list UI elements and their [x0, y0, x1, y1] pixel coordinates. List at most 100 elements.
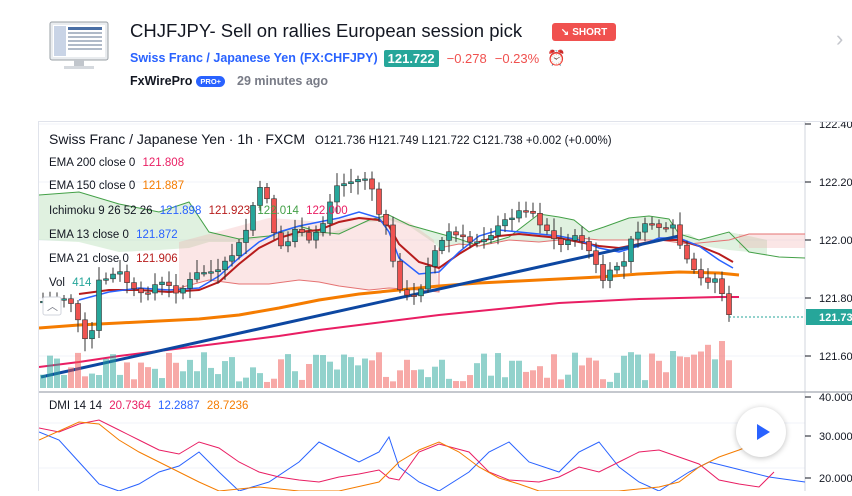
- volume-bar: [628, 352, 634, 388]
- dmi-label: DMI 14 14: [49, 400, 103, 412]
- volume-bar: [187, 359, 193, 388]
- candle-body: [481, 239, 487, 243]
- volume-bar: [467, 375, 473, 388]
- idea-header: CHJFJPY- Sell on rallies European sessio…: [0, 0, 852, 108]
- volume-bar: [47, 355, 53, 388]
- volume-bar: [313, 354, 319, 388]
- volume-bar: [355, 365, 361, 388]
- chart-header-legend: Swiss Franc / Japanese Yen · 1h · FXCM O…: [49, 131, 612, 147]
- volume-bar: [530, 370, 536, 388]
- volume-bar: [397, 370, 403, 388]
- adx-line: [38, 421, 775, 492]
- ichimoku-value: 121.898: [159, 205, 202, 217]
- volume-bar: [460, 381, 466, 388]
- chevron-right-icon[interactable]: ›: [836, 26, 844, 51]
- volume-bar: [264, 381, 270, 388]
- chevron-up-icon: ︿: [47, 301, 58, 313]
- candle-body: [600, 264, 606, 281]
- volume-bar: [698, 351, 704, 388]
- chart-canvas[interactable]: 122.40 122.20 122.00 121.80 121.60 121.7…: [38, 119, 852, 492]
- candle-body: [236, 242, 242, 256]
- candle-body: [61, 298, 67, 301]
- dmi-axis-label: 30.000: [819, 431, 852, 443]
- volume-bar: [600, 379, 606, 388]
- candle-body: [264, 187, 270, 200]
- volume-bar: [229, 357, 235, 388]
- candle-body: [551, 230, 557, 240]
- instrument-name-link[interactable]: Swiss Franc / Japanese Yen: [130, 51, 296, 65]
- candle-body: [719, 278, 725, 294]
- author-link[interactable]: FxWirePro: [130, 74, 193, 88]
- candle-body: [670, 224, 676, 229]
- volume-bar: [376, 352, 382, 388]
- candle-body: [607, 269, 613, 281]
- candle-body: [110, 273, 116, 280]
- candle-body: [397, 260, 403, 291]
- candle-body: [621, 261, 627, 267]
- symbol-line: Swiss Franc / Japanese Yen (FX:CHFJPY) 1…: [130, 49, 566, 67]
- volume-bar: [236, 381, 242, 388]
- candle-body: [684, 244, 690, 260]
- volume-bar: [243, 377, 249, 388]
- candle-body: [642, 223, 648, 233]
- volume-bar: [453, 381, 459, 388]
- volume-bar: [551, 354, 557, 388]
- ohlc-values: O121.736 H121.749 L121.722 C121.738 +0.0…: [314, 135, 612, 147]
- volume-bar: [565, 374, 571, 388]
- author-line: FxWirePro PRO+ 29 minutes ago: [130, 74, 328, 88]
- candle-body: [96, 279, 102, 331]
- candle-body: [432, 250, 438, 267]
- volume-bar: [502, 377, 508, 388]
- chart-area[interactable]: 122.40 122.20 122.00 121.80 121.60 121.7…: [38, 119, 852, 492]
- price-change-percent: −0.23%: [494, 50, 540, 66]
- candle-body: [208, 271, 214, 274]
- volume-bar: [572, 352, 578, 388]
- volume-bar: [488, 375, 494, 388]
- candle-body: [495, 225, 501, 236]
- candle-body: [509, 217, 515, 220]
- ema-13-label: EMA 13 close 0: [49, 229, 129, 241]
- idea-title: CHJFJPY- Sell on rallies European sessio…: [130, 20, 523, 41]
- symbol-link[interactable]: (FX:CHFJPY): [299, 51, 378, 65]
- candle-body: [460, 234, 466, 238]
- volume-bar: [614, 372, 620, 388]
- candle-body: [628, 238, 634, 262]
- dmi-axis: 40.000 30.000 20.000: [805, 392, 852, 485]
- candle-body: [467, 236, 473, 243]
- candle-body: [523, 210, 529, 213]
- candle-body: [313, 232, 319, 241]
- dmi-plus-line: [38, 431, 806, 492]
- ema-21-label: EMA 21 close 0: [49, 253, 129, 265]
- dmi-value: 12.2887: [158, 400, 200, 412]
- volume-bar: [362, 358, 368, 388]
- volume-bar: [285, 354, 291, 388]
- ema-200-legend: EMA 200 close 0 121.808: [49, 157, 184, 169]
- volume-bar: [327, 361, 333, 388]
- candle-body: [614, 265, 620, 271]
- play-button[interactable]: [736, 407, 786, 457]
- candle-body: [663, 227, 669, 230]
- dmi-axis-label: 20.000: [819, 473, 852, 485]
- volume-bar: [271, 378, 277, 388]
- ema-150-value: 121.887: [142, 180, 185, 192]
- volume-bar: [131, 379, 137, 388]
- volume-bar: [509, 360, 515, 388]
- trend-line[interactable]: [40, 234, 680, 379]
- alarm-clock-icon[interactable]: ⏰: [547, 50, 566, 67]
- candle-body: [89, 330, 95, 340]
- volume-bar: [334, 369, 340, 388]
- dmi-value: 28.7236: [206, 400, 249, 412]
- price-axis-label: 122.40: [819, 122, 852, 131]
- volume-bar: [145, 367, 151, 388]
- volume-bar: [432, 366, 438, 388]
- time-ago: 29 minutes ago: [237, 74, 329, 88]
- volume-bar: [292, 371, 298, 388]
- idea-thumbnail-icon[interactable]: [48, 20, 110, 72]
- candle-body: [488, 235, 494, 240]
- dmi-axis-label: 40.000: [819, 392, 852, 404]
- arrow-down-right-icon: ↘: [560, 26, 570, 38]
- volume-bar: [215, 374, 221, 388]
- collapse-legend-button[interactable]: [42, 296, 62, 316]
- volume-bar: [390, 381, 396, 388]
- candle-body: [649, 223, 655, 226]
